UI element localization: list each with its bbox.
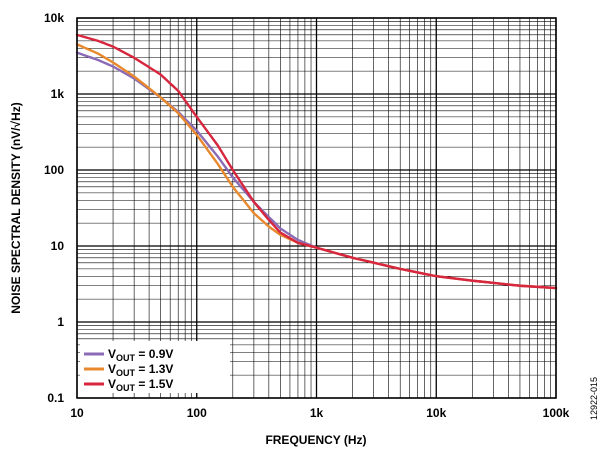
x-tick-label: 10k (426, 406, 446, 420)
y-tick-labels: 0.1 1 10 100 1k 10k (44, 11, 64, 405)
series-lines (75, 33, 558, 290)
x-tick-labels: 10 100 1k 10k 100k (70, 406, 569, 420)
legend-label: VOUT = 0.9V (108, 347, 173, 363)
x-tick-label: 100 (187, 406, 207, 420)
legend-box (80, 341, 230, 393)
series-line (75, 33, 558, 290)
figure-id: 12922-015 (589, 377, 599, 420)
plot-frame (76, 17, 557, 399)
x-tick-label: 1k (310, 406, 324, 420)
y-axis-title: NOISE SPECTRAL DENSITY (nV/√Hz) (9, 102, 23, 314)
x-tick-label: 10 (70, 406, 84, 420)
y-tick-label: 1 (57, 315, 64, 329)
y-tick-label: 1k (51, 87, 65, 101)
legend-label: VOUT = 1.3V (108, 362, 173, 378)
y-tick-label: 10k (44, 11, 64, 25)
x-axis-title: FREQUENCY (Hz) (265, 433, 366, 447)
y-tick-label: 10 (51, 239, 65, 253)
y-tick-label: 0.1 (47, 391, 64, 405)
legend-label: VOUT = 1.5V (108, 377, 173, 393)
y-tick-label: 100 (44, 163, 64, 177)
x-tick-label: 100k (543, 406, 570, 420)
